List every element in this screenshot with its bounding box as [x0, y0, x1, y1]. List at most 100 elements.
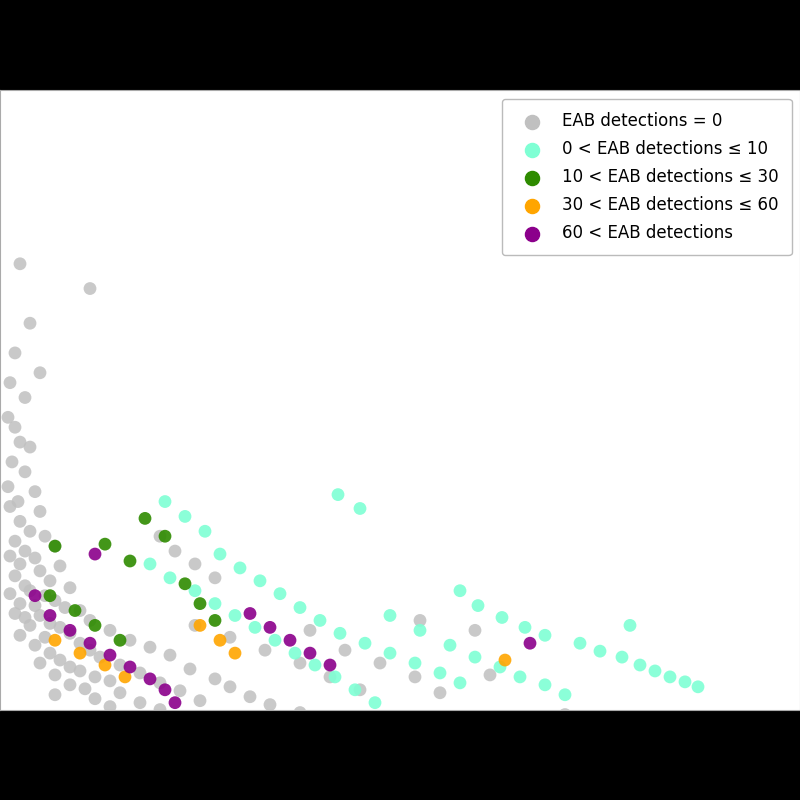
Point [409, 657, 422, 670]
Point [18, 611, 31, 624]
Point [223, 631, 237, 644]
Point [223, 681, 237, 694]
Point [38, 631, 51, 644]
Point [664, 670, 677, 683]
Point [304, 624, 317, 637]
Point [323, 670, 337, 683]
Point [331, 488, 344, 501]
Point [84, 644, 96, 657]
Point [294, 657, 306, 670]
Point [469, 624, 482, 637]
Point [264, 698, 277, 711]
Point [4, 376, 16, 389]
Point [94, 650, 106, 663]
Point [89, 692, 102, 705]
Point [523, 637, 536, 650]
Point [209, 597, 222, 610]
Point [283, 634, 296, 646]
Point [104, 674, 117, 687]
Point [243, 690, 256, 703]
Point [18, 579, 31, 592]
Point [144, 641, 157, 654]
Point [434, 666, 446, 679]
Point [189, 584, 202, 597]
Point [4, 500, 16, 513]
Point [74, 646, 86, 659]
Point [258, 644, 271, 657]
Point [198, 525, 211, 538]
Point [649, 665, 662, 678]
Point [409, 670, 422, 683]
Point [14, 258, 26, 270]
Point [374, 657, 386, 670]
Point [98, 538, 111, 550]
Point [294, 706, 306, 719]
Point [169, 696, 182, 709]
Point [49, 540, 62, 553]
Point [558, 688, 571, 701]
Point [9, 421, 22, 434]
Point [414, 614, 426, 627]
Point [154, 703, 166, 716]
Point [74, 637, 86, 650]
Point [18, 466, 31, 478]
Point [691, 681, 705, 694]
Point [249, 621, 262, 634]
Point [29, 486, 42, 498]
Point [29, 639, 42, 652]
Point [38, 590, 51, 602]
Point [538, 678, 551, 691]
Point [434, 686, 446, 699]
Point [74, 665, 86, 678]
Point [518, 621, 531, 634]
Point [18, 545, 31, 558]
Point [354, 502, 366, 515]
Point [58, 601, 71, 614]
Point [14, 597, 26, 610]
Point [11, 495, 24, 508]
Point [334, 627, 346, 640]
Point [14, 515, 26, 528]
Point [178, 510, 191, 523]
Point [84, 637, 96, 650]
Point [4, 587, 16, 600]
Point [274, 587, 286, 600]
Point [178, 578, 191, 590]
Point [64, 678, 77, 691]
Point [634, 658, 646, 671]
Point [369, 696, 382, 709]
Point [43, 617, 56, 630]
Point [329, 670, 342, 683]
Point [443, 639, 456, 652]
Point [123, 554, 136, 567]
Point [9, 570, 22, 582]
Point [264, 621, 277, 634]
Point [314, 614, 326, 627]
Point [289, 646, 302, 659]
Point [49, 540, 62, 553]
Point [24, 525, 37, 538]
Point [495, 611, 509, 624]
Point [358, 637, 371, 650]
Point [158, 683, 171, 696]
Point [349, 683, 362, 696]
Point [158, 495, 171, 508]
Point [214, 634, 226, 646]
Point [194, 597, 206, 610]
Point [294, 601, 306, 614]
Point [234, 562, 246, 574]
Point [138, 512, 151, 525]
Point [64, 624, 77, 637]
Point [89, 619, 102, 632]
Point [64, 582, 77, 594]
Point [43, 574, 56, 587]
Point [89, 670, 102, 683]
Point [209, 614, 222, 627]
Point [118, 670, 131, 683]
Point [254, 574, 266, 587]
Point [194, 619, 206, 632]
Point [454, 677, 466, 690]
Point [9, 607, 22, 620]
Point [483, 669, 496, 682]
Point [78, 682, 91, 695]
